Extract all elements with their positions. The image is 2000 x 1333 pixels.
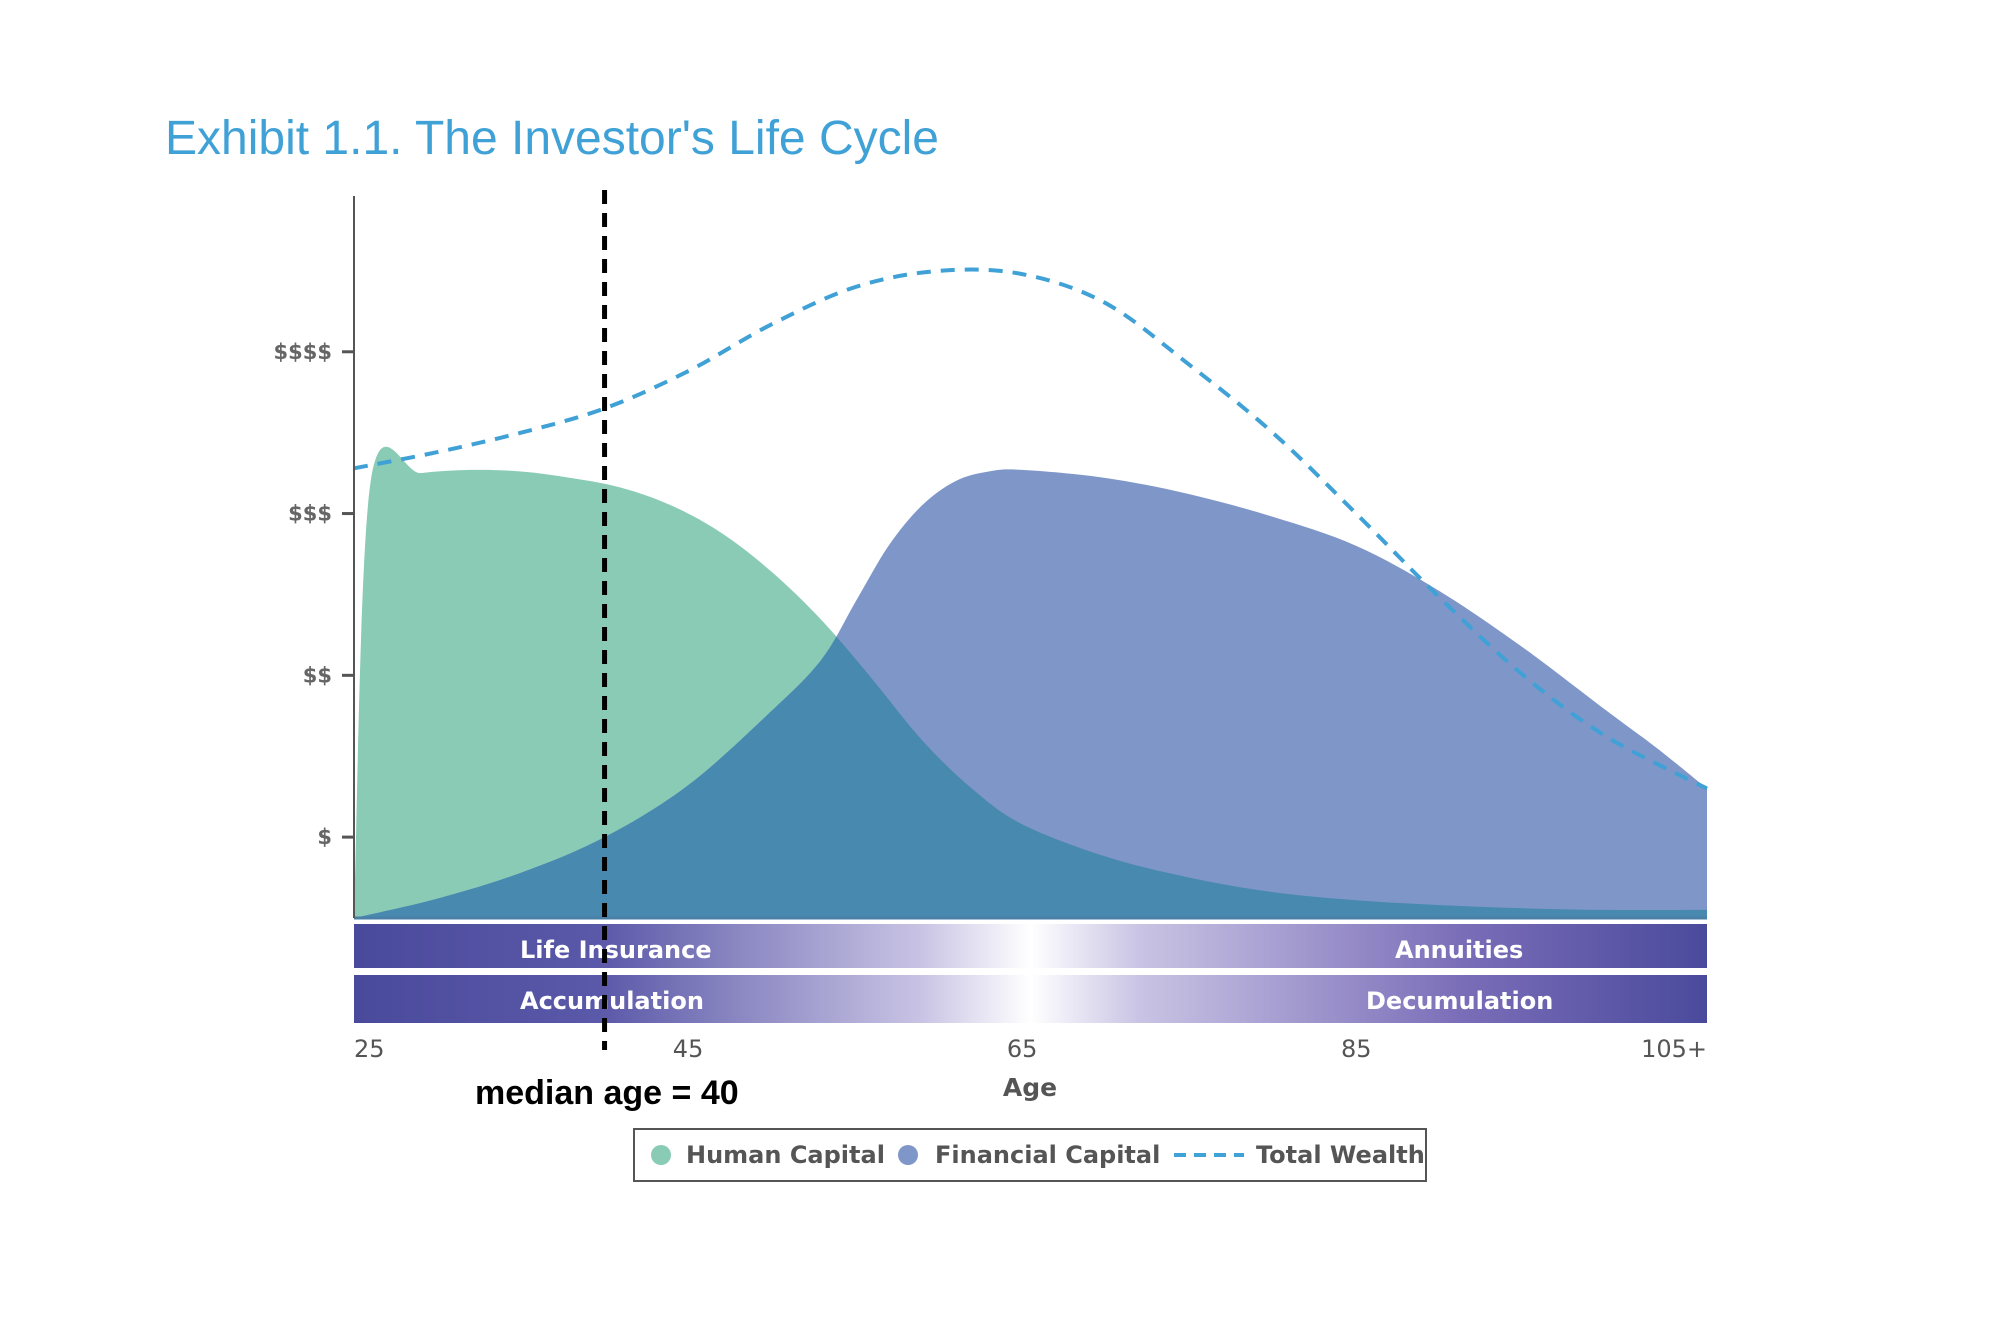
band-insurance (354, 924, 1707, 968)
legend-human-capital-label: Human Capital (686, 1141, 885, 1169)
x-tick-label: 45 (673, 1035, 704, 1063)
x-tick-label: 105+ (1641, 1035, 1707, 1063)
legend-box (633, 1128, 1427, 1182)
legend-financial-capital-label: Financial Capital (935, 1141, 1160, 1169)
plot-lines (353, 267, 1708, 791)
strategy-bands: Life Insurance Annuities Accumulation De… (354, 924, 1707, 1023)
median-age-label: median age = 40 (475, 1074, 739, 1112)
band-phase (354, 975, 1707, 1023)
band-right-label-insurance: Annuities (1395, 936, 1523, 964)
x-axis-title: Age (1003, 1073, 1057, 1102)
legend-total-wealth-label: Total Wealth (1256, 1141, 1425, 1169)
x-tick-label: 85 (1341, 1035, 1372, 1063)
total-wealth-line (353, 267, 1708, 791)
x-tick-label: 65 (1007, 1035, 1038, 1063)
x-tick-labels: 25 45 65 85 105+ (354, 1035, 1707, 1063)
y-ticks: $$$$$$$$$$ (274, 340, 354, 849)
legend-financial-capital-marker (898, 1145, 918, 1165)
plot-areas (354, 446, 1707, 920)
y-tick-label: $$ (303, 663, 332, 687)
y-tick-label: $ (317, 825, 332, 849)
legend: Human Capital Financial Capital Total We… (633, 1128, 1427, 1182)
y-tick-label: $$$ (288, 502, 332, 526)
band-right-label-phase: Decumulation (1366, 987, 1553, 1015)
median-age-annotation: median age = 40 (475, 190, 739, 1112)
band-left-label-insurance: Life Insurance (520, 936, 712, 964)
x-tick-label: 25 (354, 1035, 385, 1063)
chart-title: Exhibit 1.1. The Investor's Life Cycle (165, 112, 939, 165)
band-left-label-phase: Accumulation (520, 987, 704, 1015)
y-tick-label: $$$$ (274, 340, 332, 364)
legend-human-capital-marker (651, 1145, 671, 1165)
